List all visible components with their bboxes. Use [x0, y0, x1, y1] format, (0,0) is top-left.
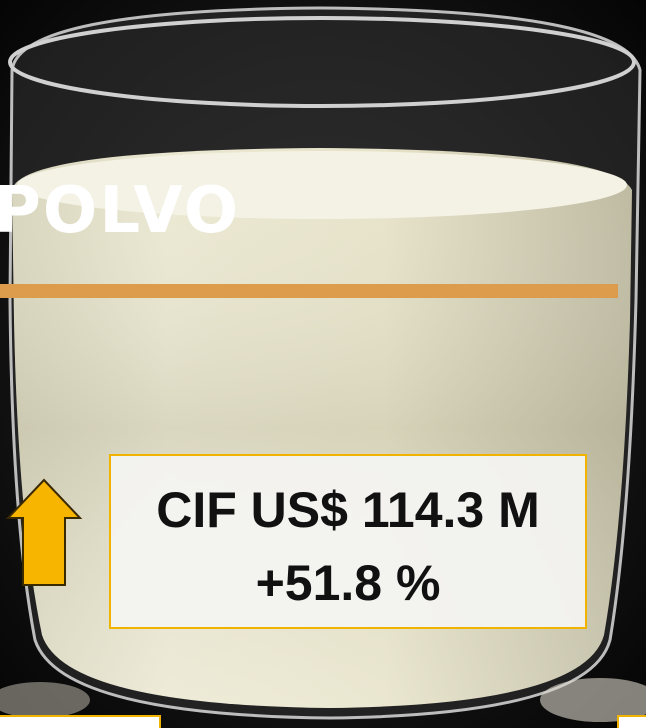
- milk-surface: [17, 151, 627, 219]
- divider: [0, 284, 618, 298]
- glass-rim: [8, 16, 636, 108]
- stat-box: [109, 454, 587, 629]
- stat-change: +51.8 %: [256, 555, 441, 611]
- powder: [540, 678, 646, 722]
- up-arrow: [5, 478, 83, 586]
- box-edge: [617, 715, 646, 728]
- powder: [0, 682, 90, 718]
- title: POLVO: [0, 174, 240, 248]
- box-edge: [0, 715, 161, 728]
- stat-value: CIF US$ 114.3 M: [156, 482, 540, 538]
